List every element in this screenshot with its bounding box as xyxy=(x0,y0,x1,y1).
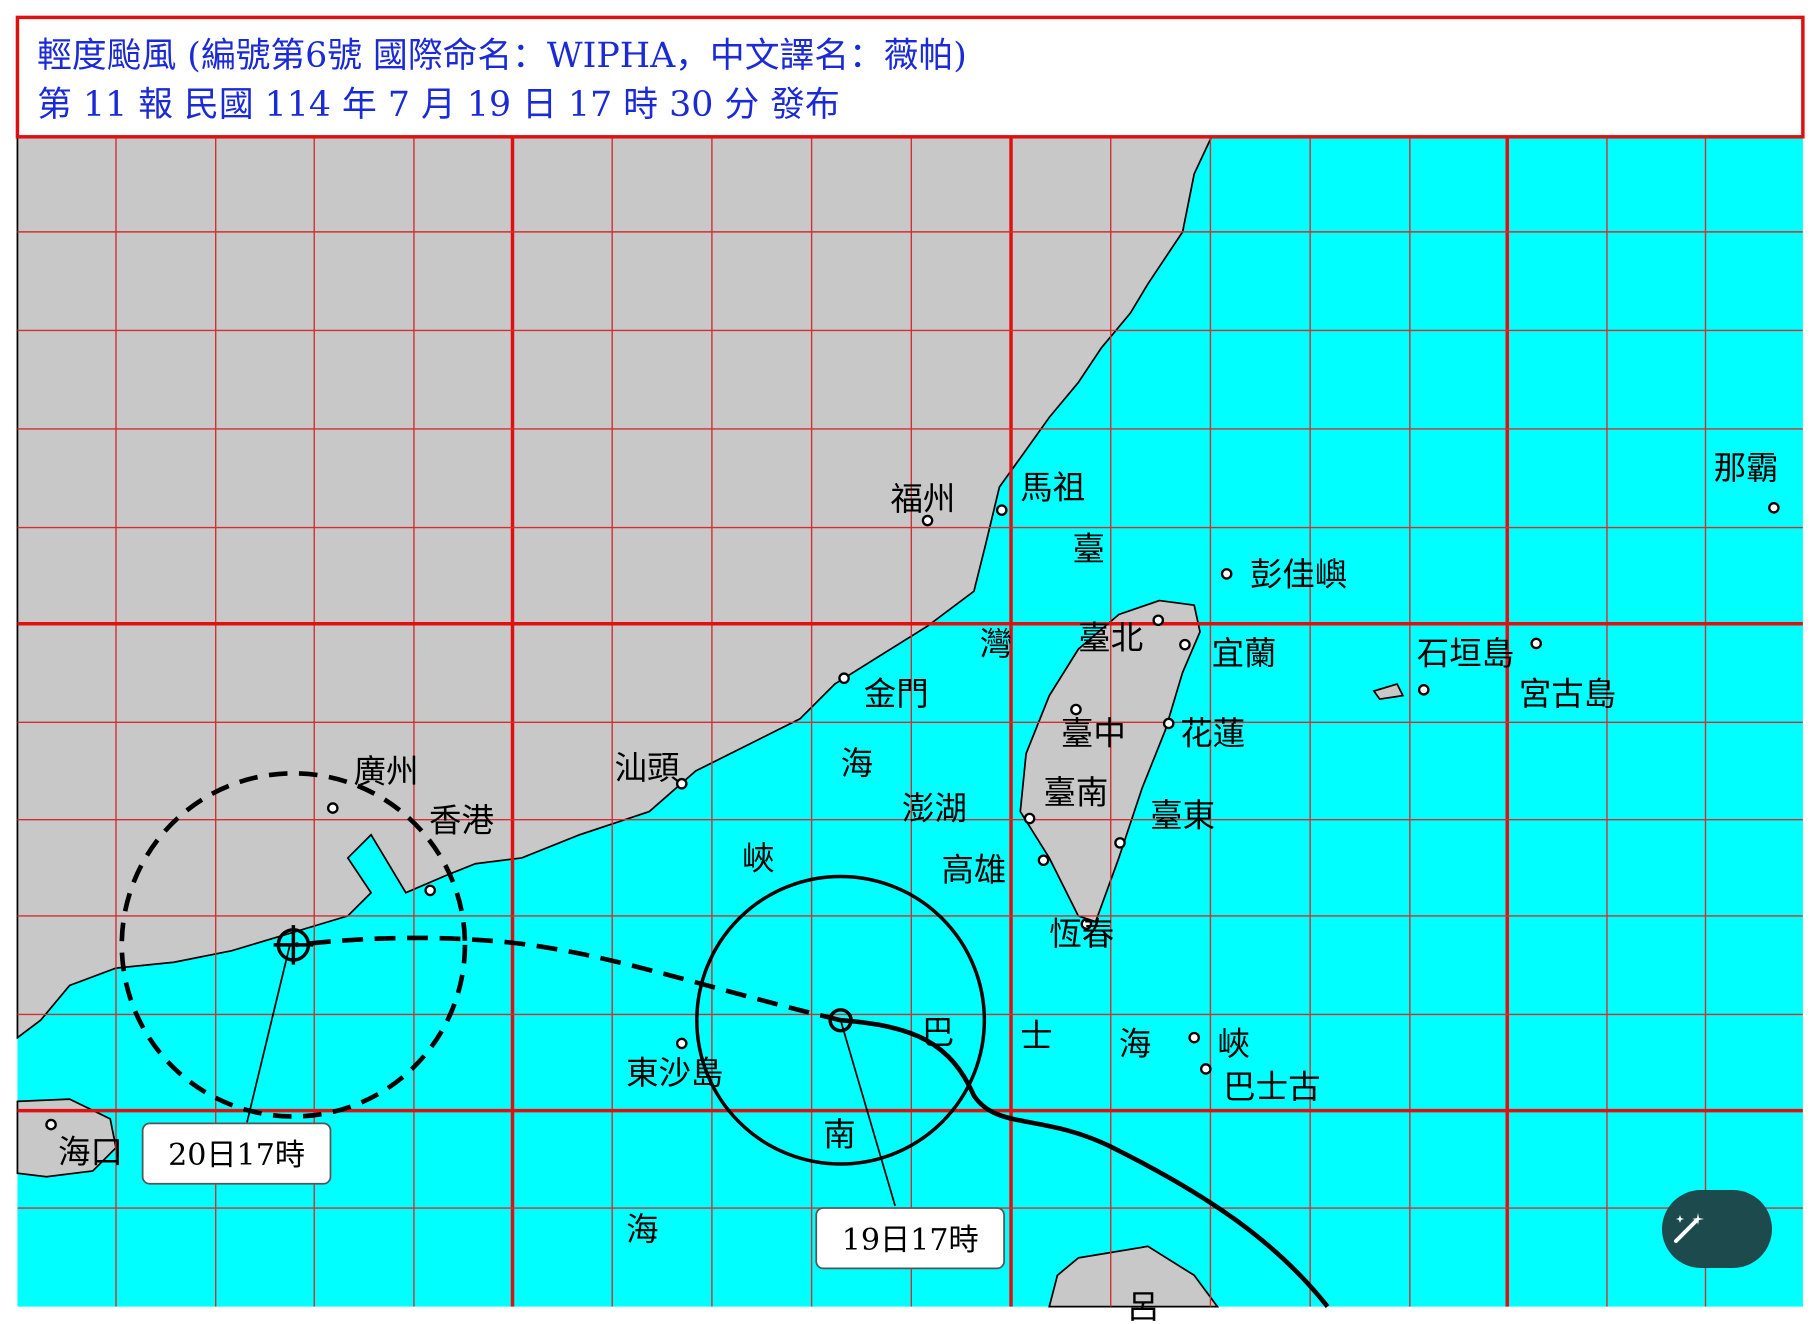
place-label: 馬祖 xyxy=(1020,469,1085,507)
place-label: 臺中 xyxy=(1061,714,1126,752)
place-label: 花蓮 xyxy=(1180,714,1245,752)
city-marker xyxy=(1530,637,1543,650)
place-label: 石垣島 xyxy=(1417,634,1514,672)
place-label: 海口 xyxy=(58,1133,123,1171)
city-marker xyxy=(1114,837,1126,849)
grid xyxy=(17,136,1803,1307)
time-label: 19日17時 xyxy=(842,1223,979,1258)
time-label: 20日17時 xyxy=(168,1138,305,1173)
place-label: 福州 xyxy=(890,480,955,518)
place-label: 海 xyxy=(626,1211,658,1249)
forecast-radius xyxy=(119,770,468,1119)
place-label: 廣州 xyxy=(354,753,419,791)
city-marker xyxy=(1152,614,1165,627)
place-label: 灣 xyxy=(980,625,1012,663)
header-line: 輕度颱風 (編號第6號 國際命名：WIPHA，中文譯名：薇帕) xyxy=(37,36,967,76)
place-label: 臺 xyxy=(1072,530,1104,568)
city-marker xyxy=(1220,568,1233,580)
city-marker xyxy=(995,504,1008,516)
magic-edit-button[interactable] xyxy=(1662,1190,1772,1268)
place-label: 巴 xyxy=(922,1013,954,1051)
city-marker xyxy=(424,884,436,897)
forecast-cross xyxy=(273,925,314,965)
place-label: 海 xyxy=(1119,1025,1151,1063)
place-label: 海 xyxy=(841,744,873,782)
place-label: 峽 xyxy=(742,840,774,878)
city-marker xyxy=(326,802,339,814)
header-line: 第 11 報 民國 114 年 7 月 19 日 17 時 30 分 發布 xyxy=(37,85,840,125)
place-label: 南 xyxy=(823,1115,855,1153)
time-label-box xyxy=(815,1207,1005,1270)
place-label: 呂 xyxy=(1127,1288,1159,1324)
place-label: 臺東 xyxy=(1150,797,1215,835)
forecast-track xyxy=(295,935,842,1023)
leader-line xyxy=(246,944,896,1206)
time-label-box xyxy=(141,1122,332,1185)
place-label: 宜蘭 xyxy=(1212,634,1277,672)
city-marker xyxy=(675,1037,688,1050)
city-marker xyxy=(1080,918,1093,930)
place-label: 澎湖 xyxy=(902,790,967,828)
track xyxy=(119,770,1330,1309)
city-marker xyxy=(838,672,850,685)
place-label: 彭佳嶼 xyxy=(1250,555,1347,593)
place-label: 臺南 xyxy=(1043,773,1108,811)
past-track xyxy=(840,1017,1330,1309)
wand-icon xyxy=(1674,1213,1704,1243)
city-marker xyxy=(921,514,934,527)
city-marker xyxy=(1768,502,1780,514)
place-label: 金門 xyxy=(864,675,929,713)
place-label: 恆春 xyxy=(1049,915,1114,953)
typhoon-symbol xyxy=(828,1008,853,1033)
city-marker xyxy=(1023,812,1036,825)
city-marker xyxy=(45,1118,57,1131)
place-label: 那霸 xyxy=(1714,449,1779,487)
place-label: 峽 xyxy=(1217,1025,1249,1063)
place-label: 士 xyxy=(1020,1017,1052,1055)
place-label: 宮古島 xyxy=(1519,675,1616,713)
place-label: 巴士古 xyxy=(1223,1068,1320,1106)
place-label: 香港 xyxy=(429,801,494,839)
city-marker xyxy=(1179,638,1191,651)
city-marker xyxy=(675,777,688,790)
city-marker xyxy=(1200,1063,1212,1075)
place-label: 東沙島 xyxy=(626,1054,723,1092)
city-marker xyxy=(1417,684,1430,696)
place-label: 汕頭 xyxy=(615,749,680,787)
place-label: 臺北 xyxy=(1078,619,1143,657)
current-radius xyxy=(695,874,987,1166)
place-label: 高雄 xyxy=(941,851,1006,889)
city-marker xyxy=(1188,1031,1201,1044)
city-marker xyxy=(1070,703,1082,716)
city-marker xyxy=(1162,717,1175,730)
header-box xyxy=(15,15,1805,139)
city-marker xyxy=(1037,854,1050,867)
